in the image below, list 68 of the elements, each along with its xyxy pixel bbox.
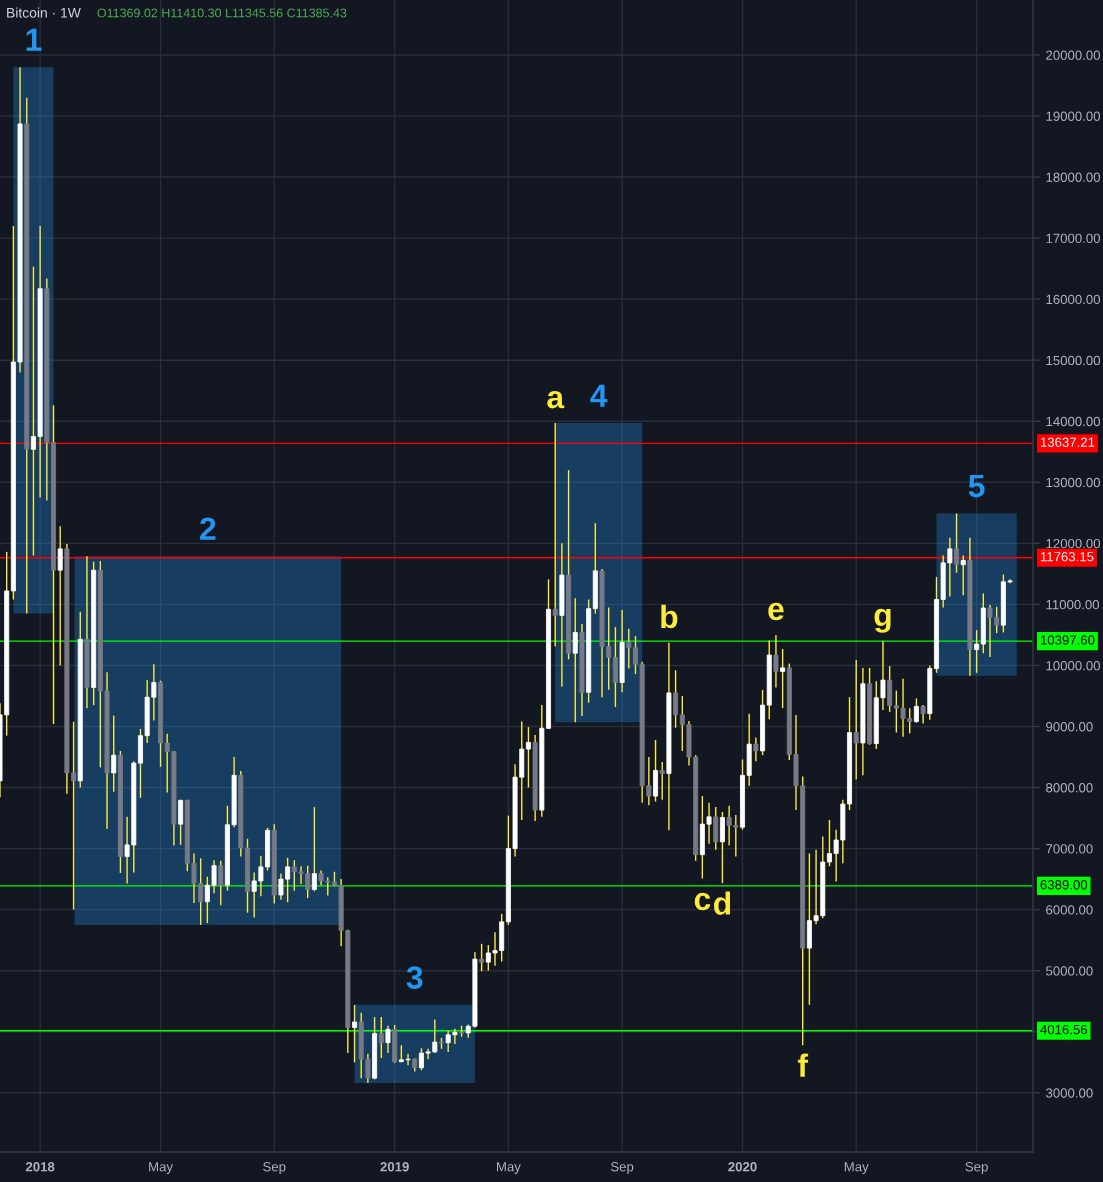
y-tick-label: 13000.00 xyxy=(1046,477,1101,488)
band-label: 2 xyxy=(200,517,216,540)
candlestick xyxy=(753,736,759,762)
ref-line-label: 10397.60 xyxy=(1040,635,1095,645)
candlestick xyxy=(525,726,531,789)
ref-line-label: 13637.21 xyxy=(1040,437,1095,447)
candlestick xyxy=(352,1004,358,1063)
y-tick-label: 7000.00 xyxy=(1046,844,1093,854)
annotation: d xyxy=(713,891,731,915)
candlestick xyxy=(479,943,485,972)
y-tick-label: 18000.00 xyxy=(1046,172,1101,182)
text: O11369.02 H11410.30 L11345.56 C11385.43 xyxy=(97,8,347,18)
y-tick-label: 15000.00 xyxy=(1046,355,1101,366)
band-label: 3 xyxy=(406,966,423,989)
candlestick xyxy=(178,799,184,846)
candlestick xyxy=(311,806,317,893)
ref-line-label: 11763.15 xyxy=(1040,552,1094,562)
candlestick xyxy=(960,554,966,596)
annotation: e xyxy=(768,602,784,621)
y-tick-label: 19000.00 xyxy=(1046,111,1101,121)
candlestick xyxy=(552,422,558,648)
y-tick-label: 5000.00 xyxy=(1046,966,1093,976)
y-tick-label: 20000.00 xyxy=(1046,50,1101,60)
candlestick xyxy=(913,697,919,724)
x-tick-label: 2019 xyxy=(380,1162,409,1172)
y-tick-label: 12000.00 xyxy=(1046,538,1101,549)
annotation: b xyxy=(661,604,678,629)
x-tick-label: May xyxy=(149,1162,173,1175)
candlestick xyxy=(572,597,578,723)
x-tick-label: Sep xyxy=(965,1162,988,1175)
candlestick xyxy=(378,1016,384,1059)
annotation: c xyxy=(694,892,711,911)
y-tick-label: 16000.00 xyxy=(1046,294,1101,305)
candlestick xyxy=(673,669,679,729)
y-tick-label: 17000.00 xyxy=(1046,233,1101,243)
y-tick-label: 11000.00 xyxy=(1046,599,1100,610)
candlestick xyxy=(974,629,980,674)
candlestick xyxy=(57,525,63,667)
ref-line-label: 6389.00 xyxy=(1040,880,1088,890)
annotation: g xyxy=(874,608,891,633)
candlestick xyxy=(920,704,926,725)
candlestick xyxy=(111,714,117,793)
x-tick-label: May xyxy=(844,1162,869,1175)
candlestick xyxy=(385,1024,391,1054)
chart-title: Bitcoin · 1W xyxy=(7,7,81,18)
candlestick xyxy=(853,659,859,781)
x-tick-label: May xyxy=(497,1162,521,1175)
band-label: 4 xyxy=(590,384,608,407)
y-tick-label: 3000.00 xyxy=(1046,1088,1093,1098)
candlestick xyxy=(659,761,665,801)
candlestick xyxy=(954,512,960,574)
x-tick-label: Sep xyxy=(263,1162,286,1175)
ref-line-label: 4016.56 xyxy=(1040,1024,1088,1035)
y-tick-label: 14000.00 xyxy=(1046,416,1101,427)
annotation: a xyxy=(547,390,565,409)
x-tick-label: Sep xyxy=(610,1162,634,1175)
candlestick xyxy=(780,648,786,709)
y-tick-label: 10000.00 xyxy=(1046,661,1101,671)
annotation: f xyxy=(797,1053,809,1077)
candlestick xyxy=(773,634,779,689)
x-tick-label: 2018 xyxy=(25,1162,55,1172)
candlestick xyxy=(218,860,224,907)
y-tick-label: 6000.00 xyxy=(1046,905,1093,915)
y-tick-label: 9000.00 xyxy=(1046,722,1093,732)
band-label: 5 xyxy=(968,475,985,498)
x-tick-label: 2020 xyxy=(728,1162,757,1172)
y-tick-label: 8000.00 xyxy=(1046,783,1093,793)
band-label: 1 xyxy=(26,28,42,51)
